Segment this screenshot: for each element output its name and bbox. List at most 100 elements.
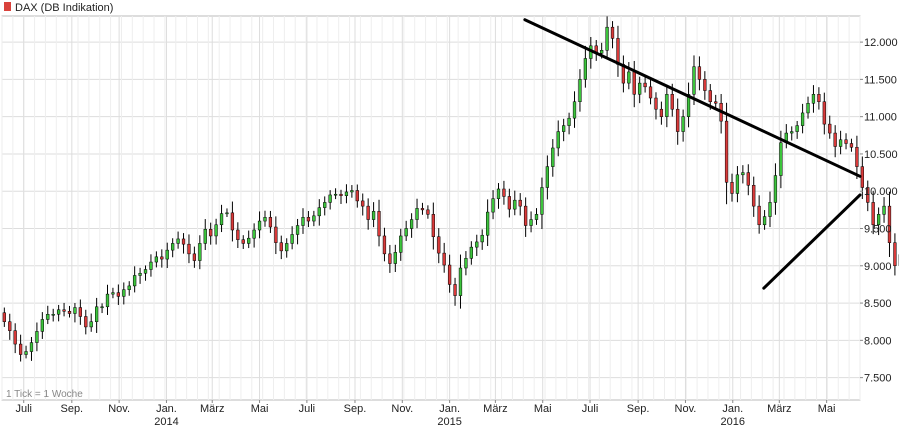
x-tick-label: Nov. xyxy=(391,403,413,415)
candle-body xyxy=(730,182,734,194)
candle-body xyxy=(849,143,854,148)
candle-body xyxy=(377,211,381,237)
candle-body xyxy=(806,102,810,114)
candle-body xyxy=(279,242,283,252)
candle-body xyxy=(312,215,316,222)
candle-body xyxy=(111,292,115,295)
candle-body xyxy=(46,314,50,320)
candle-body xyxy=(600,50,604,54)
candle-body xyxy=(524,205,528,226)
candle-body xyxy=(692,66,696,95)
x-tick-label: März xyxy=(483,403,507,415)
x-tick-label: Sep. xyxy=(344,403,367,415)
candle-body xyxy=(453,284,457,296)
y-tick-label: 9.000 xyxy=(864,261,892,273)
candle-body xyxy=(844,139,848,144)
y-tick-label: 11.500 xyxy=(864,74,897,86)
candle-body xyxy=(399,235,403,253)
candle-body xyxy=(100,306,104,309)
candle-body xyxy=(252,229,256,239)
candle-body xyxy=(78,307,82,317)
candle-body xyxy=(133,275,137,287)
candle-body xyxy=(393,252,397,264)
candle-body xyxy=(752,185,756,207)
y-tick-label: 12.000 xyxy=(864,37,898,49)
candle-body xyxy=(317,207,321,217)
candle-body xyxy=(860,166,864,188)
candle-body xyxy=(567,117,571,126)
candle-body xyxy=(2,312,6,322)
candle-body xyxy=(426,209,430,215)
candle-body xyxy=(257,220,262,231)
x-tick-year: 2015 xyxy=(437,416,461,428)
candle-body xyxy=(431,214,435,237)
x-tick-label: Jan. xyxy=(156,403,177,415)
candle-body xyxy=(773,175,778,203)
candle-body xyxy=(676,108,680,132)
y-tick-label: 8.500 xyxy=(864,298,892,310)
candle-body xyxy=(95,306,99,322)
candle-body xyxy=(105,293,110,308)
candle-body xyxy=(344,191,349,196)
candle-body xyxy=(632,71,636,95)
candle-body xyxy=(306,217,311,222)
candle-body xyxy=(491,198,495,213)
candle-body xyxy=(198,243,202,261)
trendline-resistance xyxy=(523,18,862,178)
candle-body xyxy=(529,219,533,226)
candle-body xyxy=(665,94,669,117)
candle-body xyxy=(871,202,875,226)
candle-body xyxy=(355,190,359,202)
x-tick-label: März xyxy=(767,403,791,415)
candle-body xyxy=(518,199,522,207)
candle-body xyxy=(648,86,653,99)
candle-body xyxy=(89,321,93,328)
candle-body xyxy=(40,319,44,332)
candle-body xyxy=(654,97,658,110)
candle-body xyxy=(301,217,305,226)
candle-body xyxy=(686,94,691,117)
candle-body xyxy=(350,190,354,193)
legend-swatch xyxy=(4,2,11,11)
x-tick-label: Sep. xyxy=(627,403,650,415)
candle-body xyxy=(638,82,642,95)
candle-body xyxy=(697,66,702,80)
x-tick-label: Juli xyxy=(15,403,32,415)
candle-body xyxy=(817,94,821,102)
x-tick-label: Mai xyxy=(818,403,836,415)
candle-body xyxy=(339,193,343,196)
candle-body xyxy=(263,217,267,222)
candle-body xyxy=(67,311,72,314)
candle-body xyxy=(768,202,772,217)
candle-body xyxy=(230,212,235,231)
candle-body xyxy=(779,142,783,176)
candle-body xyxy=(893,242,897,267)
candle-body xyxy=(388,253,392,264)
candle-body xyxy=(714,101,718,104)
candle-body xyxy=(447,264,452,285)
y-tick-label: 9.500 xyxy=(864,224,892,236)
candle-body xyxy=(746,172,750,186)
candle-body xyxy=(605,26,609,51)
candle-body xyxy=(181,238,186,245)
candle-body xyxy=(62,309,66,312)
candle-body xyxy=(274,226,278,243)
candle-body xyxy=(551,147,555,167)
candle-body xyxy=(241,239,245,244)
candle-body xyxy=(187,243,191,255)
x-tick-label: Juli xyxy=(299,403,316,415)
tick-note: 1 Tick = 1 Woche xyxy=(6,389,83,400)
candle-body xyxy=(122,289,126,297)
candle-body xyxy=(382,235,387,255)
y-tick-label: 8.000 xyxy=(864,335,892,347)
candle-body xyxy=(562,125,566,132)
candle-body xyxy=(458,267,463,296)
candle-body xyxy=(18,343,23,355)
candle-body xyxy=(192,253,197,261)
candle-body xyxy=(464,258,468,269)
candle-body xyxy=(236,229,240,240)
candle-body xyxy=(84,316,88,328)
trendlines xyxy=(523,18,862,290)
candle-body xyxy=(247,237,251,244)
